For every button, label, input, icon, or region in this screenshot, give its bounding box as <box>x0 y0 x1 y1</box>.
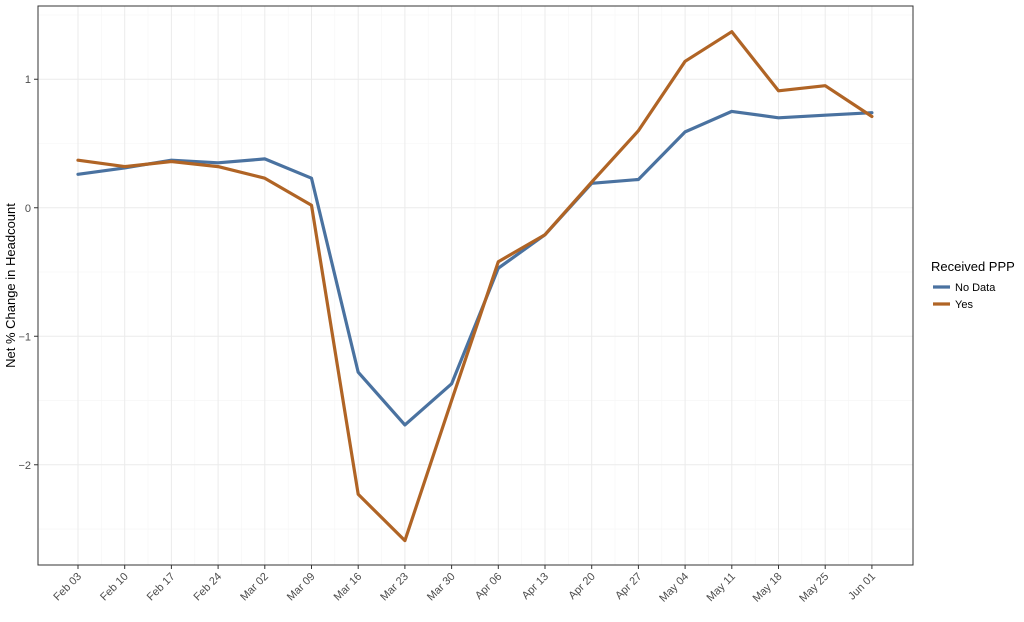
legend-title: Received PPP <box>931 259 1015 274</box>
x-tick-label: May 04 <box>657 571 691 605</box>
y-tick-label: −1 <box>18 331 31 343</box>
x-tick-label: Feb 24 <box>192 571 225 604</box>
x-tick-label: Mar 09 <box>285 571 318 604</box>
series-lines <box>76 30 874 543</box>
legend-label-no-data: No Data <box>955 282 996 294</box>
x-tick-label: Jun 01 <box>846 571 878 603</box>
legend-items: No Data Yes <box>933 282 996 311</box>
x-tick-label: Apr 20 <box>566 571 597 602</box>
x-tick-label: Mar 30 <box>425 571 458 604</box>
x-tick-label: May 11 <box>704 571 737 604</box>
minor-gridlines <box>38 6 913 565</box>
x-tick-label: Mar 02 <box>238 571 271 604</box>
series-line-no-data <box>76 109 874 427</box>
legend: Received PPP No Data Yes <box>931 259 1015 311</box>
y-tick-label: 1 <box>25 74 31 86</box>
y-axis-ticks: 1 0 −1 −2 <box>18 74 38 472</box>
x-tick-label: Mar 16 <box>332 571 365 604</box>
x-tick-label: Feb 10 <box>98 571 131 604</box>
legend-label-yes: Yes <box>955 299 973 311</box>
series-line-yes <box>76 30 874 543</box>
y-tick-label: −2 <box>18 460 31 472</box>
x-tick-label: May 18 <box>751 571 785 605</box>
x-tick-label: Mar 23 <box>378 571 411 604</box>
x-axis-ticks: Feb 03 Feb 10 Feb 17 Feb 24 Mar 02 Mar 09 Mar … <box>51 565 878 605</box>
x-tick-label: Feb 17 <box>145 571 178 604</box>
x-tick-label: Apr 27 <box>613 571 644 602</box>
x-tick-label: Apr 06 <box>473 571 504 602</box>
x-tick-label: Feb 03 <box>51 571 84 604</box>
y-axis-title: Net % Change in Headcount <box>3 203 18 368</box>
major-gridlines <box>38 6 913 565</box>
y-tick-label: 0 <box>25 203 31 215</box>
x-tick-label: Apr 13 <box>520 571 551 602</box>
plot-panel-border <box>37 5 914 566</box>
x-tick-label: May 25 <box>797 571 831 605</box>
